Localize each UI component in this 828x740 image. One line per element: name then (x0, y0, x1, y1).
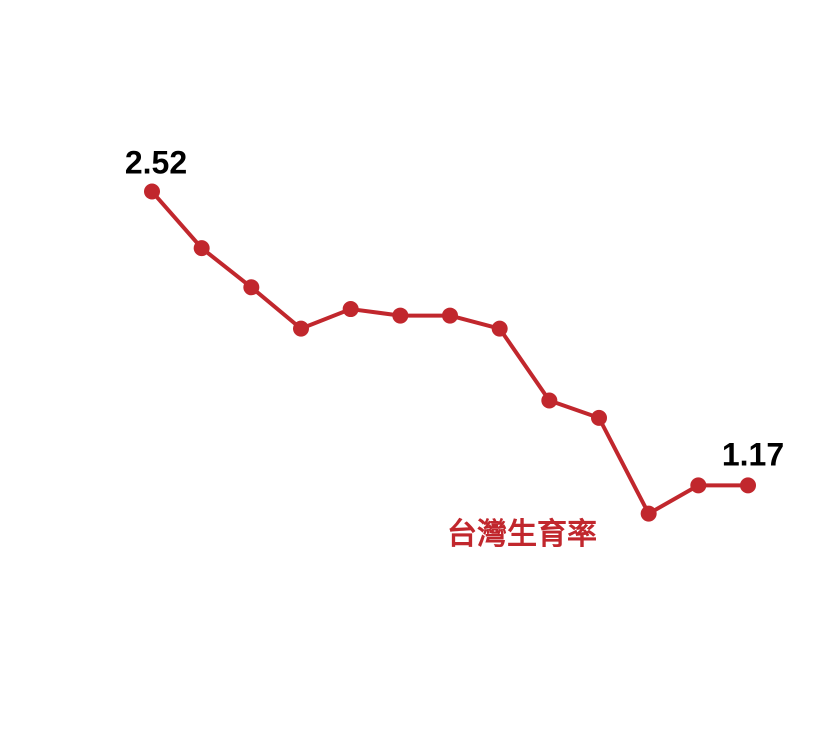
series-line-segment (299, 307, 353, 331)
series-line-segment (497, 326, 552, 403)
points-layer (144, 183, 756, 522)
data-point (740, 477, 756, 494)
first-value-label: 2.52 (125, 145, 187, 181)
series-layer (150, 189, 750, 516)
last-value-label: 1.17 (722, 436, 784, 472)
data-point (144, 183, 160, 200)
series-line-segment (150, 189, 204, 251)
data-point (640, 505, 657, 522)
series-line-segment (199, 246, 254, 290)
series-name-label: 台灣生育率 (447, 517, 597, 552)
data-point (491, 320, 508, 337)
data-point (293, 320, 309, 337)
data-point (392, 307, 409, 324)
series-line-segment (348, 307, 403, 318)
data-point (541, 392, 558, 409)
data-point (591, 409, 607, 426)
data-point (193, 240, 210, 257)
series-line-segment (249, 285, 303, 331)
data-point (243, 279, 260, 296)
series-line-segment (646, 483, 701, 516)
series-line-segment (448, 313, 502, 331)
data-point (342, 301, 359, 318)
series-line-segment (547, 398, 601, 420)
data-point (442, 307, 458, 324)
series-line-segment (597, 415, 651, 516)
data-point (690, 477, 707, 494)
